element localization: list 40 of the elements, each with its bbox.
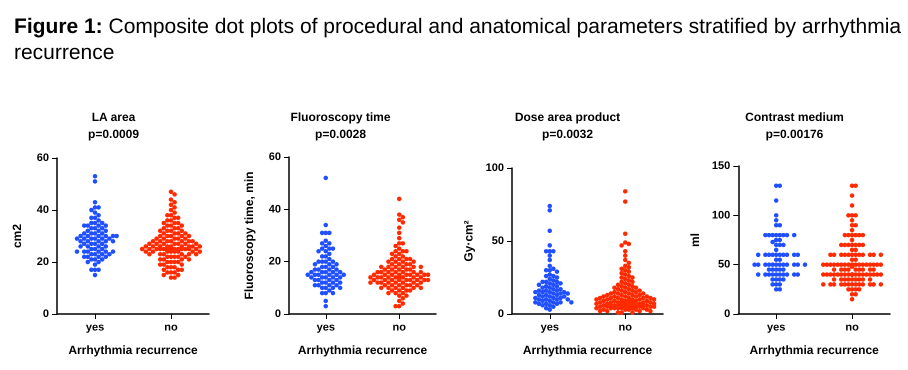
chart-title: Dose area product	[514, 110, 620, 124]
y-tick-label: 0	[724, 308, 730, 320]
chart-subtitle: p=0.0028	[314, 127, 366, 141]
y-tick-label: 50	[718, 258, 730, 271]
y-tick-label: 40	[268, 203, 281, 216]
y-tick-label: 0	[42, 308, 49, 320]
y-tick-label: 0	[498, 308, 504, 320]
chart-title: Contrast medium	[745, 110, 844, 124]
y-axis-title: Gy·cm²	[462, 220, 476, 262]
chart-subtitle: p=0.0009	[88, 127, 140, 141]
caption: Figure 1: Composite dot plots of procedural and anatomical parameters stratified by arrhythmia recurrence	[14, 14, 902, 66]
chart-subtitle: p=0.0032	[542, 127, 594, 141]
y-tick-label: 60	[268, 151, 281, 163]
x-axis-title: Arrhythmia recurrence	[522, 343, 653, 357]
chart-title: Fluoroscopy time	[290, 110, 391, 124]
y-tick-label: 40	[36, 204, 49, 216]
x-tick-label: yes	[767, 322, 786, 334]
y-tick-label: 0	[274, 308, 281, 320]
y-tick-label: 100	[486, 162, 504, 174]
y-axis-title: ml	[688, 232, 702, 248]
y-tick-label: 100	[712, 209, 730, 222]
x-axis-title: Arrhythmia recurrence	[749, 343, 880, 357]
y-tick-label: 60	[36, 152, 49, 164]
y-tick-label: 20	[268, 256, 281, 268]
x-tick-label: yes	[86, 322, 104, 334]
x-tick-label: yes	[540, 322, 559, 334]
y-axis-title: Fluoroscopy time, min	[242, 171, 256, 300]
x-axis-title: Arrhythmia recurrence	[68, 343, 198, 357]
chart-subtitle: p=0.00176	[766, 127, 824, 141]
x-tick-label: no	[392, 322, 406, 334]
x-axis-title: Arrhythmia recurrence	[298, 343, 428, 357]
chart-title: LA area	[92, 110, 136, 124]
x-tick-label: no	[164, 322, 178, 334]
x-tick-label: no	[845, 322, 860, 334]
y-tick-label: 50	[492, 235, 504, 247]
x-tick-label: no	[618, 322, 632, 334]
y-tick-label: 20	[36, 256, 49, 268]
y-axis-title: cm2	[10, 224, 24, 248]
y-tick-label: 150	[712, 160, 730, 172]
x-tick-label: yes	[316, 322, 335, 334]
